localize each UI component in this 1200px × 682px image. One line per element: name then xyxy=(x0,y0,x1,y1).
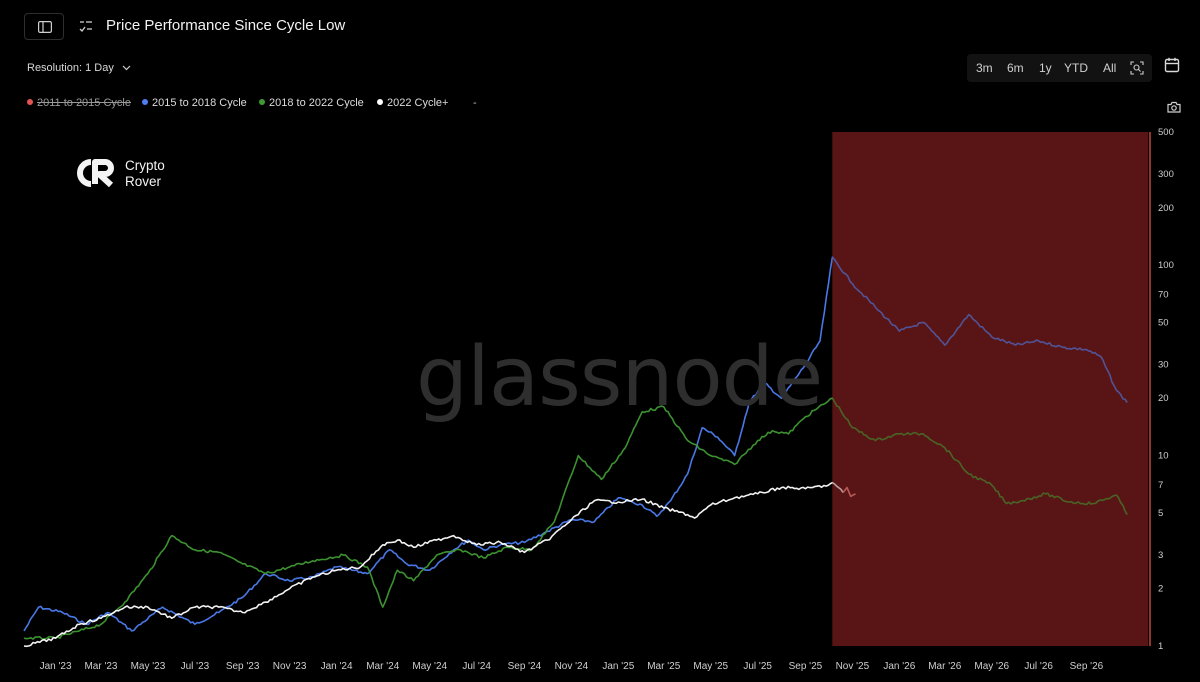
x-tick-label: Nov '23 xyxy=(273,661,307,672)
x-tick-label: Jan '23 xyxy=(40,661,72,672)
y-tick-label: 7 xyxy=(1158,480,1163,491)
glassnode-watermark: glassnode xyxy=(416,330,823,425)
x-tick-label: Sep '26 xyxy=(1070,661,1104,672)
y-tick-label: 50 xyxy=(1158,317,1169,328)
legend-item-2011-2015[interactable]: 2011 to 2015 Cycle xyxy=(27,97,131,109)
x-tick-label: Mar '26 xyxy=(928,661,961,672)
x-tick-label: Sep '25 xyxy=(789,661,823,672)
y-tick-label: 500 xyxy=(1158,127,1174,138)
legend-item-2015-2018[interactable]: 2015 to 2018 Cycle xyxy=(142,97,247,109)
x-tick-label: Mar '25 xyxy=(647,661,680,672)
resolution-label: Resolution: 1 Day xyxy=(27,62,114,74)
y-tick-label: 70 xyxy=(1158,290,1169,301)
sidebar-icon xyxy=(38,21,52,33)
y-tick-label: 10 xyxy=(1158,451,1169,462)
calendar-icon[interactable] xyxy=(1164,57,1180,78)
zoom-search-icon[interactable] xyxy=(1130,61,1144,80)
y-tick-label: 5 xyxy=(1158,508,1163,519)
legend-label: 2011 to 2015 Cycle xyxy=(37,97,131,109)
range-3m-button[interactable]: 3m xyxy=(976,61,993,75)
series-line-0 xyxy=(23,256,1128,632)
logo-line2: Rover xyxy=(125,174,162,189)
range-1y-button[interactable]: 1y xyxy=(1039,61,1052,75)
x-tick-label: May '26 xyxy=(974,661,1009,672)
crypto-rover-logo: Crypto Rover xyxy=(73,158,165,193)
range-all-button[interactable]: All xyxy=(1103,61,1117,75)
x-tick-label: Mar '23 xyxy=(84,661,117,672)
legend-dot xyxy=(259,99,265,105)
x-tick-label: May '25 xyxy=(693,661,728,672)
x-tick-label: Jan '26 xyxy=(883,661,915,672)
y-tick-label: 20 xyxy=(1158,393,1169,404)
x-tick-label: Jul '26 xyxy=(1024,661,1053,672)
page-title: Price Performance Since Cycle Low xyxy=(106,17,346,34)
sidebar-toggle-button[interactable] xyxy=(24,13,64,40)
legend-label: 2015 to 2018 Cycle xyxy=(152,97,247,109)
legend-item-2018-2022[interactable]: 2018 to 2022 Cycle xyxy=(259,97,364,109)
legend-dot xyxy=(27,99,33,105)
x-tick-label: Nov '24 xyxy=(555,661,589,672)
y-tick-label: 30 xyxy=(1158,360,1169,371)
range-ytd-button[interactable]: YTD xyxy=(1064,61,1088,75)
x-tick-label: Mar '24 xyxy=(366,661,399,672)
logo-text: Crypto Rover xyxy=(125,158,165,190)
resolution-dropdown[interactable]: Resolution: 1 Day xyxy=(27,62,131,74)
x-tick-label: Nov '25 xyxy=(836,661,870,672)
x-tick-label: Jul '23 xyxy=(181,661,210,672)
y-tick-label: 2 xyxy=(1158,584,1163,595)
series-line-2 xyxy=(23,481,844,648)
y-tick-label: 300 xyxy=(1158,169,1174,180)
checklist-icon[interactable] xyxy=(79,19,93,38)
legend-dot xyxy=(142,99,148,105)
x-tick-label: Jul '25 xyxy=(743,661,772,672)
y-tick-label: 200 xyxy=(1158,203,1174,214)
y-tick-label: 3 xyxy=(1158,550,1163,561)
range-6m-button[interactable]: 6m xyxy=(1007,61,1024,75)
logo-mark-icon xyxy=(77,159,114,188)
legend-label: 2018 to 2022 Cycle xyxy=(269,97,364,109)
logo-line1: Crypto xyxy=(125,158,165,173)
highlight-region xyxy=(832,132,1148,646)
legend-trailing: - xyxy=(473,97,477,109)
series-line-1 xyxy=(23,397,1128,640)
highlight-region-overlay xyxy=(832,132,1148,646)
top-bar: Price Performance Since Cycle Low xyxy=(0,0,1200,52)
chevron-down-icon xyxy=(122,62,131,74)
x-tick-label: Jul '24 xyxy=(462,661,491,672)
x-tick-label: May '23 xyxy=(131,661,166,672)
y-tick-label: 100 xyxy=(1158,260,1174,271)
x-tick-label: Jan '24 xyxy=(321,661,353,672)
legend-dot xyxy=(377,99,383,105)
legend-label: 2022 Cycle+ xyxy=(387,97,449,109)
x-tick-label: Jan '25 xyxy=(602,661,634,672)
x-tick-label: Sep '23 xyxy=(226,661,260,672)
series-line-3 xyxy=(842,486,856,498)
time-range-selector: 3m 6m 1y YTD All xyxy=(967,54,1152,82)
x-tick-label: Sep '24 xyxy=(508,661,542,672)
legend-item-2022-cycle[interactable]: 2022 Cycle+ xyxy=(377,97,448,109)
camera-icon[interactable] xyxy=(1167,100,1181,118)
y-tick-label: 1 xyxy=(1158,641,1163,652)
x-tick-label: May '24 xyxy=(412,661,447,672)
